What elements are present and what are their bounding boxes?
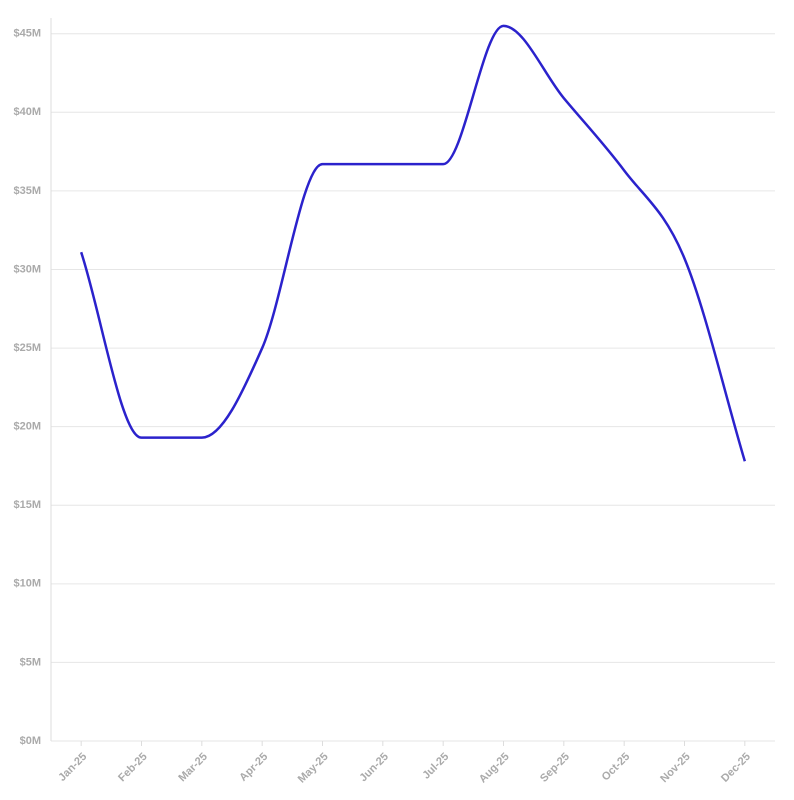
x-tick-label: Dec-25	[719, 751, 753, 785]
line	[79, 24, 747, 462]
y-tick-label: $30M	[13, 263, 41, 275]
x-tick-label: Sep-25	[538, 751, 572, 785]
y-tick-label: $25M	[13, 342, 41, 354]
y-tick-label: $15M	[13, 499, 41, 511]
x-tick-label: Jun-25	[357, 751, 391, 785]
x-tick-label: Nov-25	[658, 751, 692, 785]
x-tick-label: Jul-25	[420, 751, 451, 782]
y-tick-label: $5M	[20, 656, 41, 668]
x-tick-label: Oct-25	[600, 751, 633, 784]
x-tick-label: May-25	[296, 751, 331, 786]
y-tick-label: $45M	[13, 28, 41, 40]
x-tick-label: Apr-25	[237, 751, 270, 784]
y-tick-label: $40M	[13, 106, 41, 118]
y-tick-label: $0M	[20, 735, 41, 747]
x-tick-label: Mar-25	[176, 751, 210, 785]
y-tick-label: $35M	[13, 185, 41, 197]
x-tick-label: Aug-25	[477, 751, 512, 786]
y-tick-label: $20M	[13, 421, 41, 433]
x-tick-label: Jan-25	[56, 751, 89, 784]
y-tick-label: $10M	[13, 578, 41, 590]
x-tick-label: Feb-25	[116, 751, 150, 785]
